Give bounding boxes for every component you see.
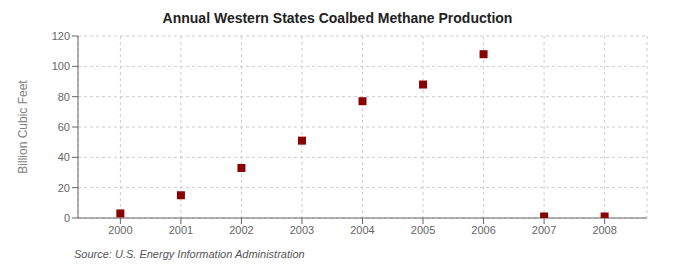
svg-text:80: 80: [58, 91, 70, 103]
svg-text:20: 20: [58, 182, 70, 194]
html-text:Source: U.S. Energy Informatio: Source: U.S. Energy Information Administ…: [74, 248, 305, 260]
svg-text:100: 100: [52, 60, 70, 72]
svg-text:2007: 2007: [532, 224, 556, 236]
html-text:Annual Western States Coalbed: Annual Western States Coalbed Methane Pr…: [162, 10, 513, 26]
svg-text:2000: 2000: [108, 224, 132, 236]
svg-text:2001: 2001: [169, 224, 193, 236]
svg-text:2002: 2002: [229, 224, 253, 236]
svg-text:40: 40: [58, 151, 70, 163]
svg-text:2003: 2003: [290, 224, 314, 236]
svg-text:60: 60: [58, 121, 70, 133]
svg-text:0: 0: [64, 212, 70, 224]
svg-text:2006: 2006: [471, 224, 495, 236]
svg-text:120: 120: [52, 30, 70, 42]
svg-text:2008: 2008: [592, 224, 616, 236]
svg-text:Billion Cubic Feet: Billion Cubic Feet: [16, 80, 30, 174]
svg-text:2004: 2004: [350, 224, 374, 236]
svg-text:2005: 2005: [411, 224, 435, 236]
